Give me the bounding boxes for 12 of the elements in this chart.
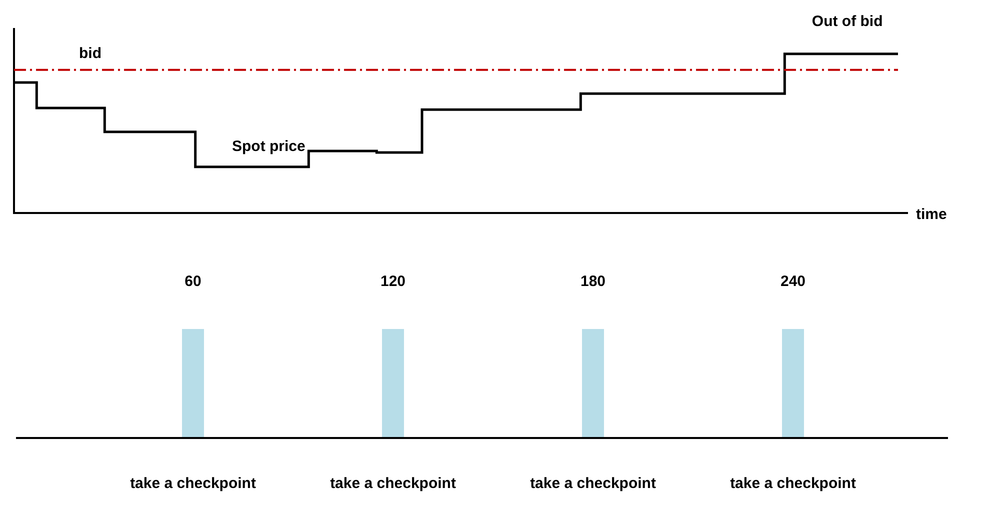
text: Out of bid: [812, 13, 883, 30]
x-tick-label: 120: [380, 273, 406, 290]
text: take a checkpoint: [730, 475, 856, 492]
text: take a checkpoint: [530, 475, 656, 492]
x-tick-label: 240: [780, 273, 806, 290]
x-tick-label: 60: [184, 273, 202, 290]
ref-line-label: bid: [79, 44, 102, 62]
x-tick-label: 180: [580, 273, 606, 290]
text: take a checkpoint: [330, 475, 456, 492]
text: take a checkpoint: [130, 475, 256, 492]
annotation: Spot price: [232, 138, 306, 155]
x-axis-title: time: [916, 206, 947, 224]
